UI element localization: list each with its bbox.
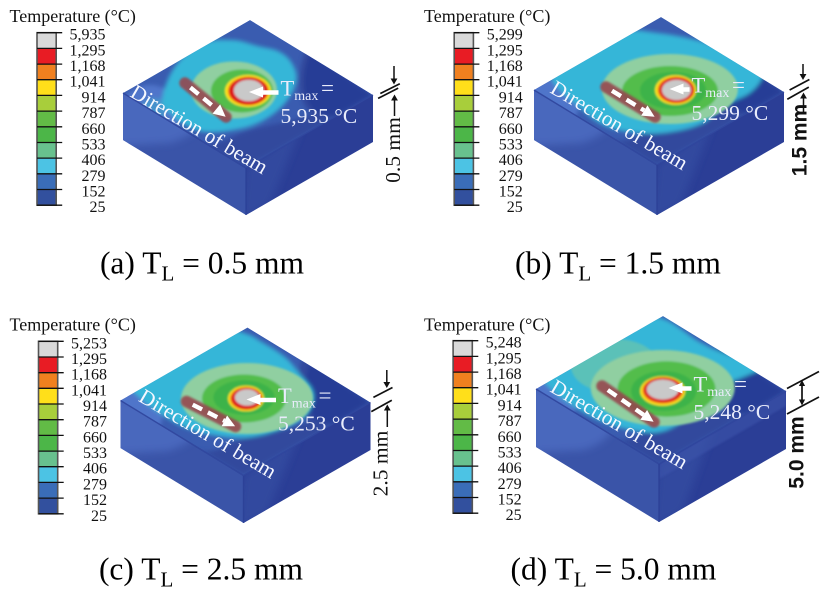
svg-text:406: 406 <box>83 461 107 478</box>
svg-text:660: 660 <box>82 121 106 138</box>
svg-text:5,299: 5,299 <box>487 27 523 44</box>
svg-text:406: 406 <box>82 152 106 169</box>
svg-text:25: 25 <box>90 199 106 216</box>
svg-text:1,168: 1,168 <box>71 367 107 384</box>
svg-text:406: 406 <box>499 152 523 169</box>
svg-text:25: 25 <box>507 199 523 216</box>
svg-text:1,041: 1,041 <box>71 382 107 399</box>
svg-text:1,295: 1,295 <box>487 42 523 59</box>
svg-text:1,041: 1,041 <box>486 382 522 399</box>
svg-text:=: = <box>321 76 334 101</box>
svg-text:1,295: 1,295 <box>70 42 106 59</box>
svg-text:(c) TL = 2.5 mm: (c) TL = 2.5 mm <box>99 552 304 592</box>
svg-text:5.0 mm: 5.0 mm <box>786 416 809 488</box>
svg-text:1,295: 1,295 <box>71 351 107 368</box>
svg-text:152: 152 <box>82 184 106 201</box>
svg-text:(d) TL = 5.0 mm: (d) TL = 5.0 mm <box>511 552 717 592</box>
svg-text:5,299 °C: 5,299 °C <box>692 101 769 125</box>
svg-text:787: 787 <box>499 105 523 122</box>
svg-text:914: 914 <box>83 398 107 415</box>
svg-text:279: 279 <box>83 476 107 493</box>
svg-text:787: 787 <box>82 105 106 122</box>
svg-text:2.5 mm: 2.5 mm <box>369 430 393 496</box>
svg-text:533: 533 <box>499 137 523 154</box>
svg-text:1,295: 1,295 <box>486 350 522 367</box>
svg-text:Temperature (°C): Temperature (°C) <box>424 6 550 27</box>
svg-text:533: 533 <box>83 445 107 462</box>
svg-text:5,935: 5,935 <box>70 27 106 44</box>
svg-text:1.5 mm: 1.5 mm <box>789 104 812 176</box>
svg-text:=: = <box>734 372 747 397</box>
svg-text:5,935 °C: 5,935 °C <box>281 104 358 128</box>
svg-text:Temperature (°C): Temperature (°C) <box>10 315 136 336</box>
svg-text:Temperature (°C): Temperature (°C) <box>10 6 136 27</box>
svg-text:1,168: 1,168 <box>486 366 522 383</box>
svg-text:25: 25 <box>91 508 107 525</box>
svg-text:279: 279 <box>498 476 522 493</box>
svg-text:5,248 °C: 5,248 °C <box>694 400 771 424</box>
svg-text:152: 152 <box>83 492 107 509</box>
svg-text:279: 279 <box>82 168 106 185</box>
svg-text:533: 533 <box>498 445 522 462</box>
svg-text:914: 914 <box>82 89 106 106</box>
svg-text:=: = <box>732 73 745 98</box>
svg-text:660: 660 <box>83 429 107 446</box>
svg-text:279: 279 <box>499 168 523 185</box>
svg-text:5,253 °C: 5,253 °C <box>278 412 355 436</box>
svg-text:Temperature (°C): Temperature (°C) <box>424 315 550 336</box>
svg-text:1,168: 1,168 <box>70 58 106 75</box>
svg-text:25: 25 <box>506 507 522 524</box>
svg-text:152: 152 <box>498 492 522 509</box>
svg-text:533: 533 <box>82 137 106 154</box>
svg-text:5,248: 5,248 <box>486 335 522 352</box>
svg-text:=: = <box>319 383 332 408</box>
svg-text:787: 787 <box>83 414 107 431</box>
svg-text:660: 660 <box>498 429 522 446</box>
svg-text:5,253: 5,253 <box>71 335 107 352</box>
svg-text:152: 152 <box>499 184 523 201</box>
svg-text:(a) TL = 0.5 mm: (a) TL = 0.5 mm <box>100 246 305 286</box>
svg-text:1,041: 1,041 <box>487 74 523 91</box>
svg-text:(b) TL = 1.5 mm: (b) TL = 1.5 mm <box>515 246 721 286</box>
svg-text:914: 914 <box>498 397 522 414</box>
svg-text:914: 914 <box>499 89 523 106</box>
svg-text:0.5 mm: 0.5 mm <box>381 117 405 183</box>
svg-text:660: 660 <box>499 121 523 138</box>
svg-text:1,041: 1,041 <box>70 74 106 91</box>
svg-text:787: 787 <box>498 413 522 430</box>
svg-text:1,168: 1,168 <box>487 58 523 75</box>
svg-text:406: 406 <box>498 460 522 477</box>
